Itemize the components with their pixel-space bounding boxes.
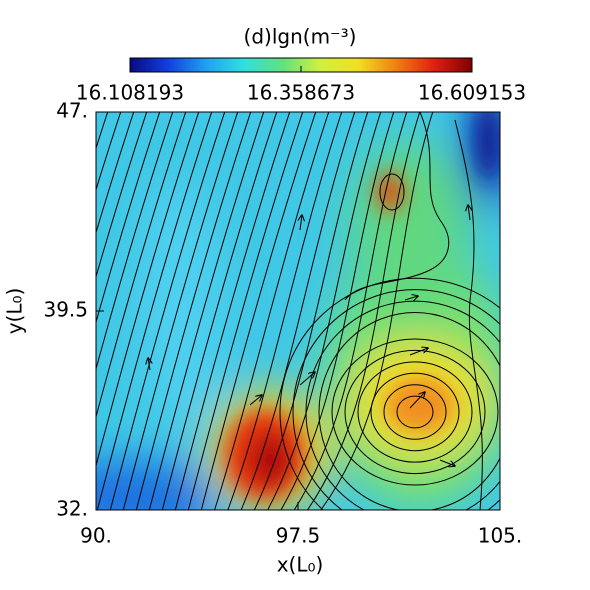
y-axis-label: y(L₀) bbox=[3, 288, 27, 335]
streamline bbox=[96, 112, 187, 419]
streamline bbox=[96, 112, 213, 510]
streamline bbox=[396, 395, 434, 429]
streamline bbox=[148, 112, 265, 510]
streamline bbox=[344, 349, 486, 475]
x-axis-label: x(L₀) bbox=[277, 553, 324, 577]
flow-arrow bbox=[249, 395, 262, 406]
streamline bbox=[267, 112, 382, 510]
streamline bbox=[200, 112, 317, 510]
streamline bbox=[135, 112, 252, 510]
streamline bbox=[122, 112, 239, 510]
y-tick-label: 39.5 bbox=[43, 298, 88, 322]
flow-arrow bbox=[299, 372, 315, 386]
x-tick-label: 97.5 bbox=[276, 524, 321, 548]
streamline bbox=[240, 112, 356, 510]
streamline bbox=[293, 112, 408, 510]
streamline bbox=[96, 112, 200, 468]
flow-arrow bbox=[409, 348, 428, 356]
flow-arrow bbox=[439, 459, 455, 466]
streamline bbox=[279, 277, 500, 510]
streamline bbox=[331, 338, 499, 486]
streamline bbox=[454, 119, 483, 510]
streamline bbox=[318, 312, 500, 510]
streamline bbox=[379, 173, 405, 211]
streamline bbox=[96, 112, 135, 235]
streamline bbox=[292, 289, 500, 510]
streamline bbox=[370, 372, 460, 452]
streamline bbox=[109, 112, 226, 510]
flow-arrow bbox=[300, 215, 302, 231]
x-tick-label: 90. bbox=[80, 524, 112, 548]
streamline bbox=[357, 361, 473, 463]
streamline bbox=[319, 112, 434, 510]
flow-arrow bbox=[409, 392, 425, 409]
y-tick-label: 32. bbox=[56, 497, 88, 521]
streamline bbox=[214, 112, 330, 510]
streamline bbox=[344, 112, 450, 301]
colorbar-tick-label: 16.609153 bbox=[418, 81, 526, 105]
streamline bbox=[383, 384, 447, 440]
streamline bbox=[280, 112, 395, 510]
flow-arrow bbox=[148, 358, 150, 371]
streamline bbox=[96, 112, 174, 371]
streamline bbox=[253, 112, 369, 510]
streamline bbox=[161, 112, 278, 510]
y-tick-label: 47. bbox=[56, 99, 88, 123]
streamline bbox=[174, 112, 291, 510]
field bbox=[96, 112, 500, 510]
streamline bbox=[96, 112, 122, 192]
colorbar-tick-label: 16.108193 bbox=[76, 81, 184, 105]
streamline bbox=[187, 112, 304, 510]
x-tick-label: 105. bbox=[478, 524, 523, 548]
streamline bbox=[227, 112, 343, 510]
flow-arrow bbox=[404, 296, 418, 300]
streamline bbox=[96, 112, 148, 279]
colorbar-tick-label: 16.358673 bbox=[247, 81, 355, 105]
chart-title: (d)lgn(m⁻³) bbox=[244, 25, 357, 49]
flow-arrow bbox=[468, 205, 470, 221]
